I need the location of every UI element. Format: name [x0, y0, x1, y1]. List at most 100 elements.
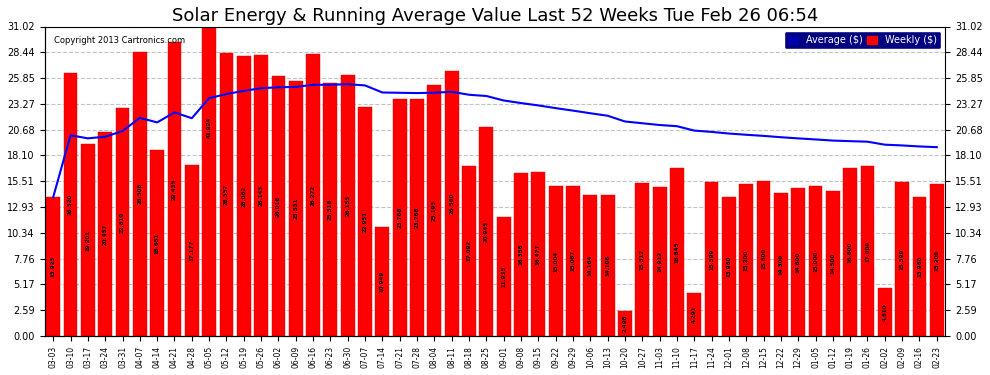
Text: 28.506: 28.506 — [138, 183, 143, 204]
Bar — [809, 186, 823, 336]
Bar — [756, 182, 770, 336]
Bar — [393, 99, 407, 336]
Text: 17.000: 17.000 — [865, 241, 870, 262]
Text: 16.800: 16.800 — [847, 242, 852, 263]
Text: 26.560: 26.560 — [449, 193, 454, 214]
Text: 22.810: 22.810 — [120, 212, 125, 233]
Text: 15.399: 15.399 — [900, 249, 905, 270]
Text: 17.177: 17.177 — [189, 240, 194, 261]
Text: 14.300: 14.300 — [778, 254, 783, 275]
Text: 13.960: 13.960 — [917, 256, 922, 277]
Bar — [410, 99, 424, 336]
Text: 26.016: 26.016 — [276, 196, 281, 217]
Bar — [220, 53, 234, 336]
Bar — [81, 144, 95, 336]
Text: 41.924: 41.924 — [207, 116, 212, 138]
Text: 14.106: 14.106 — [605, 255, 610, 276]
Bar — [428, 85, 442, 336]
Text: 14.912: 14.912 — [657, 251, 662, 272]
Bar — [687, 293, 701, 336]
Bar — [514, 173, 528, 336]
Bar — [532, 172, 545, 336]
Text: 20.457: 20.457 — [103, 224, 108, 245]
Text: 23.768: 23.768 — [397, 207, 402, 228]
Text: 16.477: 16.477 — [536, 243, 541, 264]
Bar — [583, 195, 597, 336]
Bar — [670, 168, 684, 336]
Text: 20.945: 20.945 — [484, 221, 489, 242]
Bar — [271, 76, 285, 336]
Text: 15.399: 15.399 — [709, 249, 714, 270]
Text: 15.200: 15.200 — [743, 250, 748, 271]
Text: 25.531: 25.531 — [293, 198, 298, 219]
Text: 18.651: 18.651 — [154, 232, 159, 254]
Text: 28.062: 28.062 — [242, 186, 247, 207]
Bar — [878, 288, 892, 336]
Text: 26.320: 26.320 — [68, 194, 73, 215]
Text: 14.500: 14.500 — [831, 253, 836, 274]
Bar — [601, 195, 615, 336]
Bar — [895, 182, 909, 336]
Bar — [618, 311, 632, 336]
Bar — [774, 194, 788, 336]
Bar — [306, 54, 320, 336]
Text: 25.318: 25.318 — [328, 199, 333, 220]
Bar — [791, 188, 805, 336]
Text: 15.000: 15.000 — [813, 251, 818, 272]
Bar — [150, 150, 164, 336]
Text: 29.435: 29.435 — [172, 178, 177, 200]
Bar — [254, 55, 268, 336]
Bar — [237, 56, 250, 336]
Text: Copyright 2013 Cartronics.com: Copyright 2013 Cartronics.com — [53, 36, 185, 45]
Text: 28.357: 28.357 — [224, 184, 229, 205]
Text: 23.768: 23.768 — [415, 207, 420, 228]
Text: 15.004: 15.004 — [553, 251, 558, 272]
Text: 19.201: 19.201 — [85, 230, 90, 251]
Legend: Average ($), Weekly ($): Average ($), Weekly ($) — [784, 32, 940, 49]
Bar — [913, 197, 927, 336]
Bar — [636, 183, 649, 336]
Text: 15.087: 15.087 — [570, 250, 575, 272]
Text: 17.092: 17.092 — [466, 240, 471, 261]
Bar — [167, 42, 181, 336]
Title: Solar Energy & Running Average Value Last 52 Weeks Tue Feb 26 06:54: Solar Energy & Running Average Value Las… — [172, 7, 818, 25]
Text: 10.949: 10.949 — [380, 271, 385, 292]
Text: 25.193: 25.193 — [432, 200, 437, 221]
Bar — [324, 83, 338, 336]
Text: 16.356: 16.356 — [519, 244, 524, 265]
Text: 22.951: 22.951 — [362, 211, 367, 232]
Bar — [341, 75, 354, 336]
Bar — [497, 217, 511, 336]
Bar — [479, 127, 493, 336]
Bar — [566, 186, 580, 336]
Bar — [462, 165, 476, 336]
Bar — [740, 184, 753, 336]
Bar — [358, 107, 372, 336]
Bar — [930, 184, 943, 336]
Bar — [133, 52, 147, 336]
Text: 13.960: 13.960 — [727, 256, 732, 277]
Text: 14.800: 14.800 — [796, 252, 801, 273]
Bar — [202, 0, 216, 336]
Bar — [185, 165, 199, 336]
Text: 15.500: 15.500 — [761, 248, 766, 269]
Text: 4.291: 4.291 — [692, 306, 697, 323]
Bar — [705, 182, 719, 336]
Bar — [722, 197, 736, 336]
Bar — [548, 186, 562, 336]
Bar — [826, 191, 840, 336]
Bar — [375, 227, 389, 336]
Text: 2.498: 2.498 — [623, 315, 628, 332]
Text: 26.155: 26.155 — [346, 195, 350, 216]
Text: 13.923: 13.923 — [50, 256, 55, 277]
Text: 15.200: 15.200 — [935, 250, 940, 271]
Text: 4.810: 4.810 — [882, 303, 887, 321]
Bar — [843, 168, 857, 336]
Bar — [98, 132, 112, 336]
Bar — [652, 187, 666, 336]
Bar — [47, 197, 60, 336]
Text: 28.143: 28.143 — [258, 185, 263, 206]
Text: 28.272: 28.272 — [311, 184, 316, 206]
Bar — [116, 108, 130, 336]
Bar — [860, 166, 874, 336]
